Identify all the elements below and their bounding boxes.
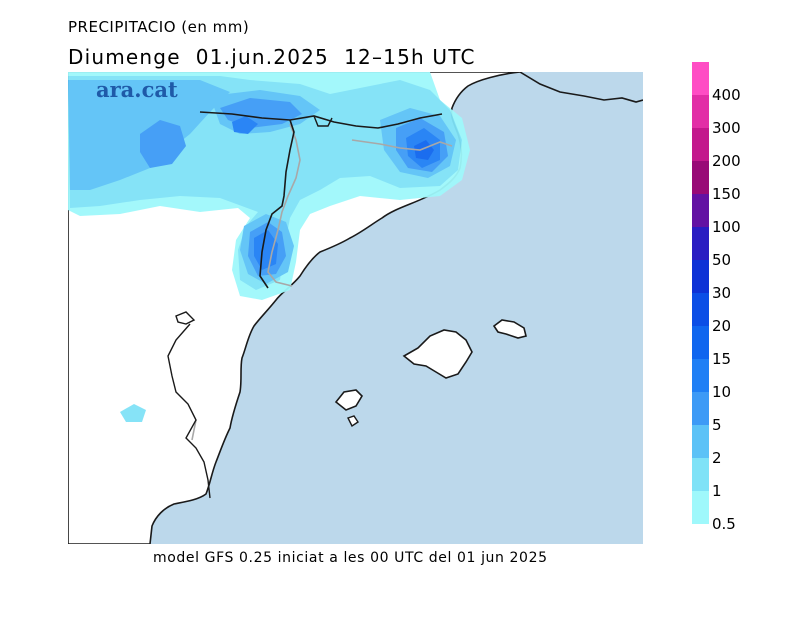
andorra-border <box>313 115 333 127</box>
formentera-island <box>347 415 359 428</box>
legend-swatch <box>692 359 709 392</box>
precipitation-legend: 400 300 200 150 100 50 30 20 15 10 5 2 1 0.5 <box>692 62 792 532</box>
legend-swatch <box>692 62 709 95</box>
legend-swatch <box>692 392 709 425</box>
legend-swatch <box>692 227 709 260</box>
legend-swatch <box>692 161 709 194</box>
legend-swatch <box>692 425 709 458</box>
legend-label: 2 <box>712 449 722 467</box>
regional-border-south <box>191 419 197 441</box>
legend-label: 200 <box>712 152 741 170</box>
legend-swatch <box>692 128 709 161</box>
legend-label: 1 <box>712 482 722 500</box>
legend-swatch <box>692 293 709 326</box>
mallorca-island <box>402 329 473 379</box>
legend-label: 30 <box>712 284 732 302</box>
gulf-of-lion-coast <box>519 72 643 103</box>
legend-swatch <box>692 458 709 491</box>
eivissa-island <box>334 389 364 411</box>
model-run-info: model GFS 0.25 iniciat a les 00 UTC del … <box>153 550 548 566</box>
legend-label: 300 <box>712 119 741 137</box>
national-border <box>267 123 301 287</box>
legend-label: 50 <box>712 251 732 269</box>
legend-swatch <box>692 326 709 359</box>
legend-label: 150 <box>712 185 741 203</box>
forecast-period-title: Diumenge 01.jun.2025 12–15h UTC <box>68 45 476 69</box>
legend-swatch <box>692 260 709 293</box>
legend-label: 15 <box>712 350 732 368</box>
pyrenees-border <box>199 111 443 129</box>
map-variable-title: PRECIPITACIO (en mm) <box>68 18 250 36</box>
legend-label: 400 <box>712 86 741 104</box>
precipitation-field <box>68 72 470 422</box>
legend-label: 20 <box>712 317 732 335</box>
legend-swatch <box>692 194 709 227</box>
legend-swatch <box>692 491 709 524</box>
legend-label: 5 <box>712 416 722 434</box>
menorca-island <box>492 319 527 339</box>
ara-cat-logo: ara.cat <box>96 77 178 102</box>
inland-coastline-detail <box>167 311 211 499</box>
legend-label: 0.5 <box>712 515 736 533</box>
catalonia-border <box>259 119 295 289</box>
legend-swatch <box>692 95 709 128</box>
legend-label: 100 <box>712 218 741 236</box>
regional-border <box>351 139 453 151</box>
legend-label: 10 <box>712 383 732 401</box>
